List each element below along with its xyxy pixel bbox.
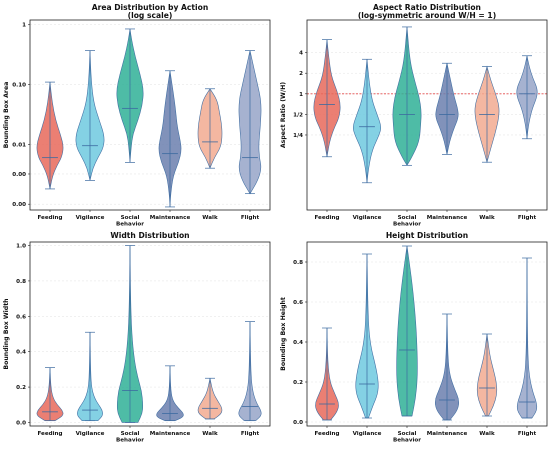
y-tick-label: 1/2: [293, 112, 303, 118]
x-tick-label: Vigilance: [353, 431, 382, 437]
chart-title: Width Distribution: [110, 231, 189, 240]
x-tick-label: Walk: [479, 431, 495, 437]
panel-2: Aspect Ratio Distribution(log-symmetric …: [280, 3, 547, 228]
x-tick-label: Flight: [518, 431, 537, 437]
x-tick-label: Social: [121, 215, 140, 221]
y-axis-label: Bounding Box Area: [3, 82, 10, 149]
y-tick-label: 0.00: [12, 202, 26, 208]
x-tick-label: Vigilance: [76, 431, 105, 437]
x-tick-label: Flight: [241, 215, 260, 221]
y-tick-label: 0.0: [293, 420, 303, 426]
x-tick-label: Social: [398, 431, 417, 437]
x-tick-label: Feeding: [314, 215, 339, 221]
y-axis-label: Bounding Box Width: [3, 298, 10, 369]
x-tick-label: Vigilance: [353, 215, 382, 221]
y-tick-label: 0.01: [12, 142, 26, 148]
x-tick-label: Behavior: [116, 438, 144, 444]
x-tick-label: Feeding: [37, 431, 62, 437]
x-tick-label: Walk: [479, 215, 495, 221]
y-tick-label: 0.2: [293, 380, 303, 386]
chart-subtitle: (log scale): [128, 11, 173, 20]
x-tick-label: Vigilance: [76, 215, 105, 221]
panel-4: Height Distribution Bounding Box Height 0.…: [280, 231, 547, 444]
y-tick-label: 1: [22, 23, 26, 29]
y-tick-label: 0.10: [12, 83, 26, 89]
plot-frame: [307, 242, 547, 426]
plot-frame: [307, 20, 547, 210]
x-tick-label: Maintenance: [427, 215, 468, 221]
x-tick-label: Maintenance: [150, 215, 191, 221]
panel-1: Area Distribution by Action(log scale)Bo…: [3, 3, 270, 228]
panel-3: Width Distribution Bounding Box Width 0.0 0…: [3, 231, 270, 444]
y-tick-label: 0.8: [293, 260, 303, 266]
plot-frame: [30, 20, 270, 210]
x-tick-label: Walk: [202, 215, 218, 221]
x-tick-label: Social: [398, 215, 417, 221]
x-tick-label: Behavior: [393, 438, 421, 444]
y-tick-label: 1.0: [16, 244, 26, 250]
y-tick-label: 2: [299, 71, 303, 77]
x-tick-label: Feeding: [37, 215, 62, 221]
x-tick-label: Social: [121, 431, 140, 437]
y-tick-label: 0.2: [16, 385, 26, 391]
y-tick-label: 1/4: [293, 133, 303, 139]
chart-subtitle: (log-symmetric around W/H = 1): [358, 11, 496, 20]
x-tick-label: Behavior: [116, 222, 144, 228]
x-tick-label: Behavior: [393, 222, 421, 228]
chart-title: Height Distribution: [386, 231, 468, 240]
y-tick-label: 0.6: [293, 300, 303, 306]
y-tick-label: 0.8: [16, 279, 26, 285]
x-tick-label: Maintenance: [150, 431, 191, 437]
y-tick-label: 0.00: [12, 172, 26, 178]
y-axis-label: Aspect Ratio (W/H): [280, 82, 287, 148]
x-tick-label: Flight: [241, 431, 260, 437]
plot-frame: [30, 242, 270, 426]
y-axis-label: Bounding Box Height: [280, 297, 287, 371]
y-tick-label: 1: [299, 92, 303, 98]
x-tick-label: Feeding: [314, 431, 339, 437]
y-tick-label: 0.4: [293, 340, 303, 346]
x-tick-label: Walk: [202, 431, 218, 437]
x-tick-label: Maintenance: [427, 431, 468, 437]
y-tick-label: 0.0: [16, 420, 26, 426]
x-tick-label: Flight: [518, 215, 537, 221]
y-tick-label: 0.4: [16, 350, 26, 356]
y-tick-label: 4: [299, 51, 303, 57]
y-tick-label: 0.6: [16, 314, 26, 320]
